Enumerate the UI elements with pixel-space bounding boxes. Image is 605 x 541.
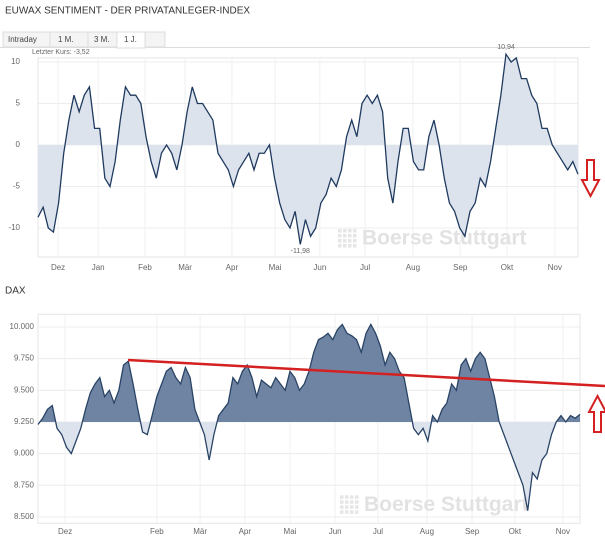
y-tick-label: 8.500: [14, 512, 35, 521]
tab[interactable]: 3 M.: [94, 35, 110, 44]
x-tick-label: Mär: [178, 263, 192, 272]
x-tick-label: Feb: [138, 263, 152, 272]
x-tick-label: Okt: [509, 527, 522, 536]
watermark-logo: [343, 229, 347, 233]
tabs: Intraday 1 M. 3 M. 1 J.: [2, 31, 166, 49]
watermark-logo: [348, 229, 352, 233]
y-tick-label: 8.750: [14, 480, 35, 489]
watermark-logo: [350, 510, 354, 514]
x-tick-label: Jun: [313, 263, 326, 272]
watermark-logo: [343, 234, 347, 238]
tab-bg: [144, 31, 166, 48]
chart-title: DAX: [5, 286, 26, 297]
watermark-logo: [355, 495, 359, 499]
watermark-logo: [355, 510, 359, 514]
tab[interactable]: 1 J.: [124, 35, 137, 44]
x-tick-label: Okt: [501, 263, 514, 272]
y-tick-label: 9.250: [14, 417, 35, 426]
watermark-logo: [340, 500, 344, 504]
x-tick-label: Feb: [150, 527, 164, 536]
watermark-logo: [338, 229, 342, 233]
x-tick-label: Jan: [92, 263, 105, 272]
watermark-logo: [340, 505, 344, 509]
watermark-logo: [338, 239, 342, 243]
watermark-logo: [355, 505, 359, 509]
watermark-logo: [350, 495, 354, 499]
watermark: Boerse Stuttgart: [362, 227, 527, 250]
charts: 10 5 0 -5 -10 Dez Jan Feb Mär Apr Mai Jun Jul Aug Sep O…: [8, 44, 581, 536]
watermark-logo: [343, 239, 347, 243]
x-tick-label: Jul: [360, 263, 370, 272]
watermark-logo: [340, 510, 344, 514]
tab[interactable]: 1 M.: [58, 35, 74, 44]
y-tick-label: 9.500: [14, 385, 35, 394]
watermark-logo: [345, 505, 349, 509]
x-tick-label: Nov: [556, 527, 570, 536]
watermark-logo: [343, 244, 347, 248]
x-tick-label: Mär: [193, 527, 207, 536]
x-tick-label: Aug: [406, 263, 420, 272]
y-tick-label: 10.000: [10, 322, 35, 331]
line: [37, 52, 579, 245]
x-tick-label: Mai: [284, 527, 297, 536]
watermark: Boerse Stuttgart: [364, 493, 529, 516]
watermark-logo: [338, 244, 342, 248]
watermark-logo: [355, 500, 359, 504]
x-tick-label: Dez: [51, 263, 65, 272]
watermark-logo: [350, 500, 354, 504]
annotation: 10,94: [497, 44, 515, 51]
watermark-logo: [348, 234, 352, 238]
arrow-up: [587, 393, 605, 433]
watermark-logo: [345, 500, 349, 504]
watermark-logo: [348, 244, 352, 248]
x-tick-label: Jul: [373, 527, 383, 536]
watermark-logo: [348, 239, 352, 243]
y-tick-label: -5: [13, 182, 21, 191]
watermark-logo: [345, 495, 349, 499]
x-tick-label: Sep: [453, 263, 468, 272]
chart: 10.0009.7509.5009.2509.0008.7508.500Dez2…: [10, 313, 581, 536]
annotation: -11,98: [291, 248, 310, 255]
x-tick-label: Jun: [329, 527, 342, 536]
watermark-logo: [338, 234, 342, 238]
watermark-logo: [353, 244, 357, 248]
watermark-logo: [353, 229, 357, 233]
chart: 10 5 0 -5 -10 Dez Jan Feb Mär Apr Mai Jun Jul Aug Sep O…: [8, 44, 579, 272]
y-tick-label: -10: [8, 223, 20, 232]
watermark-logo: [340, 495, 344, 499]
x-tick-label: Mai: [269, 263, 282, 272]
trend-line: [127, 358, 605, 388]
area-fill: [38, 421, 580, 511]
y-tick-label: 0: [16, 140, 21, 149]
chart-title: EUWAX SENTIMENT - DER PRIVATANLEGER-INDE…: [5, 6, 250, 17]
x-tick-label: Nov: [548, 263, 562, 272]
arrow-down: [580, 159, 601, 199]
watermark-logo: [350, 505, 354, 509]
area-fill: [39, 324, 580, 422]
y-tick-label: 9.750: [14, 354, 35, 363]
x-tick-label: Dez: [58, 527, 72, 536]
watermark-logo: [353, 239, 357, 243]
x-tick-label: Apr: [239, 527, 252, 536]
x-tick-label: Apr: [226, 263, 239, 272]
y-tick-label: 9.000: [14, 449, 35, 458]
last-price: Letzter Kurs: -3,52: [32, 49, 90, 56]
x-tick-label: Aug: [420, 527, 434, 536]
y-tick-label: 10: [11, 57, 20, 66]
watermark-logo: [345, 510, 349, 514]
y-tick-label: 5: [16, 99, 21, 108]
area-fill: [38, 57, 578, 145]
x-tick-label: Sep: [465, 527, 480, 536]
tab[interactable]: Intraday: [8, 35, 37, 44]
watermark-logo: [353, 234, 357, 238]
